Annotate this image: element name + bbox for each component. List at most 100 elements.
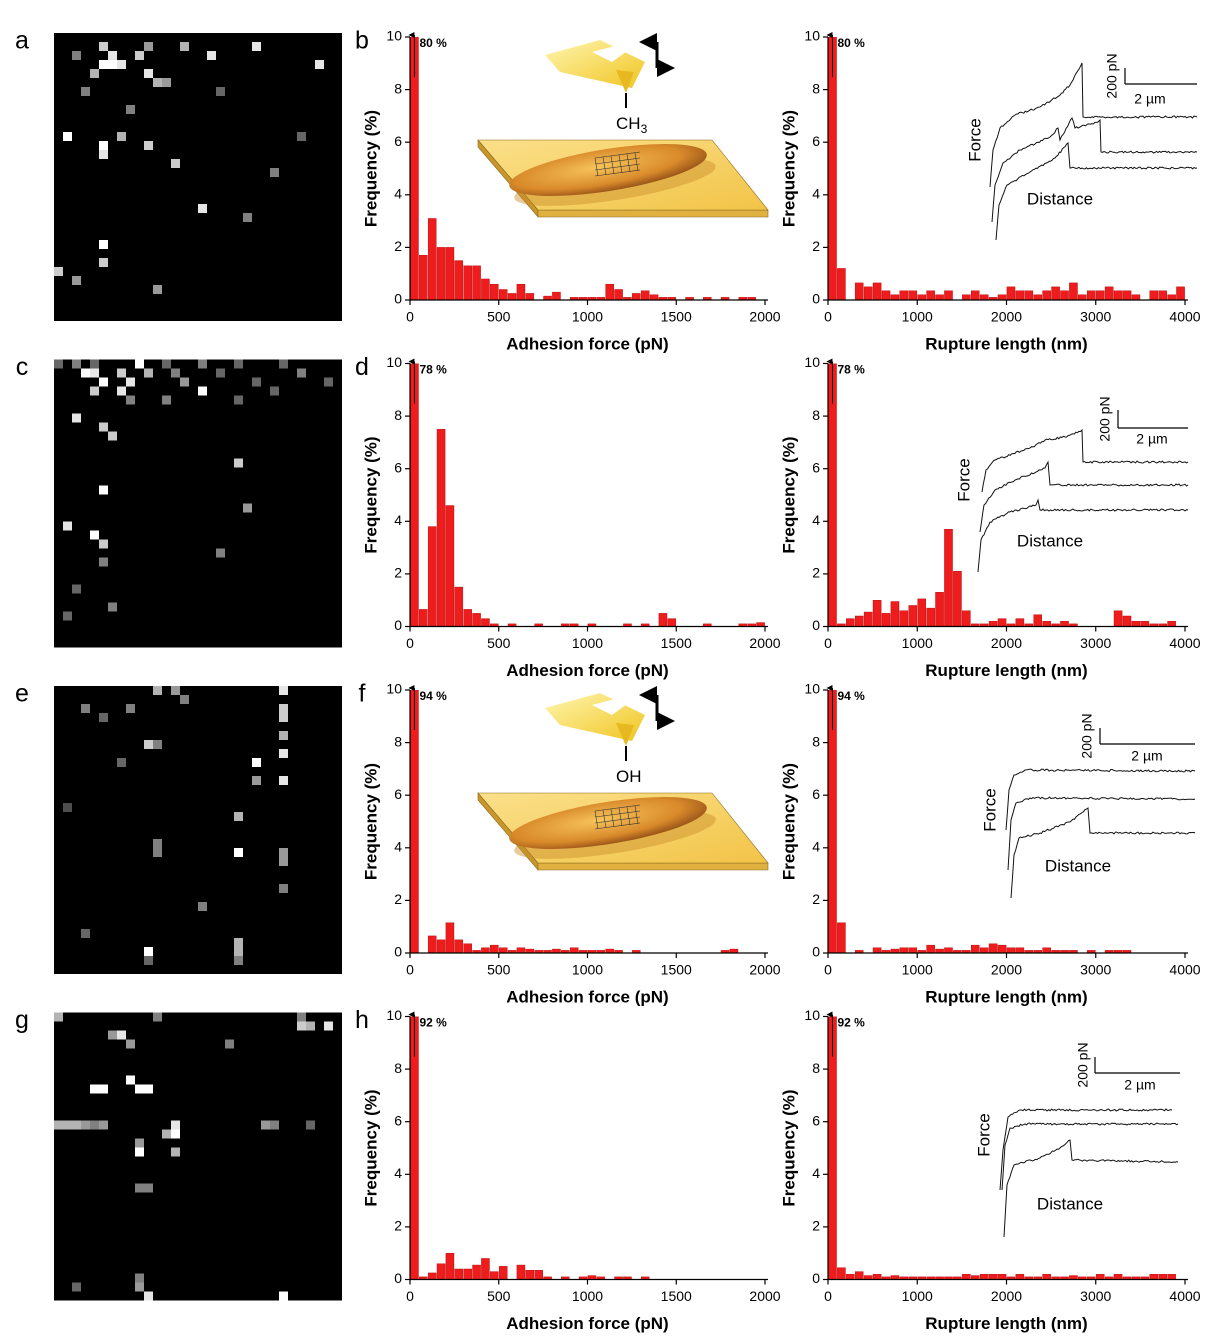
value-label: 80 % <box>419 36 447 50</box>
x-axis-title: Rupture length (nm) <box>925 1314 1087 1333</box>
bar <box>1033 614 1043 627</box>
scan-grid <box>626 806 631 826</box>
bar <box>953 571 962 627</box>
map-pixel <box>279 848 288 857</box>
map-pixel <box>81 368 90 378</box>
map-pixel <box>234 956 243 965</box>
panel-label: f <box>359 680 366 708</box>
bar <box>971 944 980 953</box>
map-background <box>54 686 342 974</box>
map-pixel <box>324 377 333 387</box>
map-pixel <box>234 395 243 405</box>
bar <box>899 610 909 627</box>
map-pixel <box>234 458 243 468</box>
map-pixel <box>108 602 117 612</box>
map-pixel <box>90 530 99 540</box>
y-tick-label: 4 <box>394 186 402 202</box>
map-pixel <box>162 78 171 87</box>
bar <box>410 1016 419 1280</box>
bar <box>427 935 437 953</box>
x-tick-label: 1000 <box>902 962 933 978</box>
map-pixel <box>216 548 225 558</box>
bar <box>605 284 614 300</box>
map-pixel <box>99 377 108 387</box>
y-tick-label: 0 <box>812 1270 820 1286</box>
x-tick-label: 4000 <box>1169 962 1200 978</box>
map-pixel <box>108 1030 117 1040</box>
bar <box>1060 621 1069 627</box>
x-tick-label: 1000 <box>572 962 603 978</box>
bar <box>640 290 650 300</box>
bar <box>1113 290 1123 300</box>
map-pixel <box>126 105 135 114</box>
map-pixel <box>297 368 306 378</box>
x-tick-label: 3000 <box>1080 635 1111 651</box>
y-tick-label: 2 <box>812 565 820 581</box>
bar <box>436 1263 446 1280</box>
force-curve <box>1001 1122 1179 1191</box>
x-tick-label: 1000 <box>902 1288 933 1304</box>
bar <box>481 278 490 300</box>
map-pixel <box>180 695 189 704</box>
bar <box>872 600 882 627</box>
bar <box>436 429 446 627</box>
bar <box>863 611 873 627</box>
y-tick-label: 0 <box>394 617 402 633</box>
bar <box>837 1267 846 1280</box>
map-pixel <box>153 839 162 848</box>
map-pixel <box>63 803 72 812</box>
cartoon: CH3 <box>477 33 769 218</box>
tip-group: OH <box>616 767 642 786</box>
y-tick-label: 2 <box>812 238 820 254</box>
bar <box>1122 290 1132 300</box>
distance-label: Distance <box>1027 189 1093 208</box>
map-pixel <box>63 132 72 141</box>
map-pixel <box>144 1084 153 1094</box>
bar <box>436 939 446 953</box>
bar <box>1167 1274 1176 1280</box>
bar <box>1015 618 1025 627</box>
bar <box>498 947 508 953</box>
bar <box>454 586 464 627</box>
y-tick-label: 6 <box>812 133 820 149</box>
distance-scale: 2 µm <box>1136 431 1167 447</box>
map-pixel <box>252 42 261 51</box>
cell <box>509 797 707 849</box>
force-label: Force <box>974 1113 993 1156</box>
map-pixel <box>126 395 135 405</box>
x-tick-label: 0 <box>406 309 414 325</box>
x-tick-label: 2000 <box>749 1288 780 1304</box>
y-tick-label: 2 <box>394 891 402 907</box>
map-pixel <box>243 503 252 513</box>
y-tick-label: 6 <box>394 133 402 149</box>
map-pixel <box>63 521 72 531</box>
y-tick-label: 10 <box>804 1007 820 1023</box>
scan-grid <box>602 156 607 176</box>
y-tick-label: 6 <box>394 786 402 802</box>
map-pixel <box>126 1039 135 1049</box>
map-pixel <box>108 51 117 60</box>
bar <box>890 601 900 627</box>
map-pixel <box>72 1120 81 1130</box>
map-pixel <box>216 87 225 96</box>
y-tick-label: 4 <box>812 512 820 528</box>
bar <box>1042 290 1051 300</box>
bar <box>1095 290 1105 300</box>
map-pixel <box>252 776 261 785</box>
value-label: 80 % <box>837 36 865 50</box>
y-axis-title: Frequency (%) <box>779 110 798 227</box>
y-tick-label: 0 <box>812 291 820 307</box>
bar <box>445 1252 455 1280</box>
map-pixel <box>144 947 153 956</box>
tip-group-part: 3 <box>641 122 648 136</box>
x-axis-title: Adhesion force (pN) <box>506 1314 668 1333</box>
map-pixel <box>72 359 81 369</box>
force-scale: 200 pN <box>1075 1042 1091 1087</box>
map-background <box>54 1012 342 1301</box>
force-curve <box>981 428 1189 493</box>
scan-grid <box>594 163 641 171</box>
x-tick-label: 1000 <box>572 635 603 651</box>
bar <box>1149 290 1159 300</box>
map-pixel <box>81 87 90 96</box>
force-curve <box>979 460 1189 533</box>
